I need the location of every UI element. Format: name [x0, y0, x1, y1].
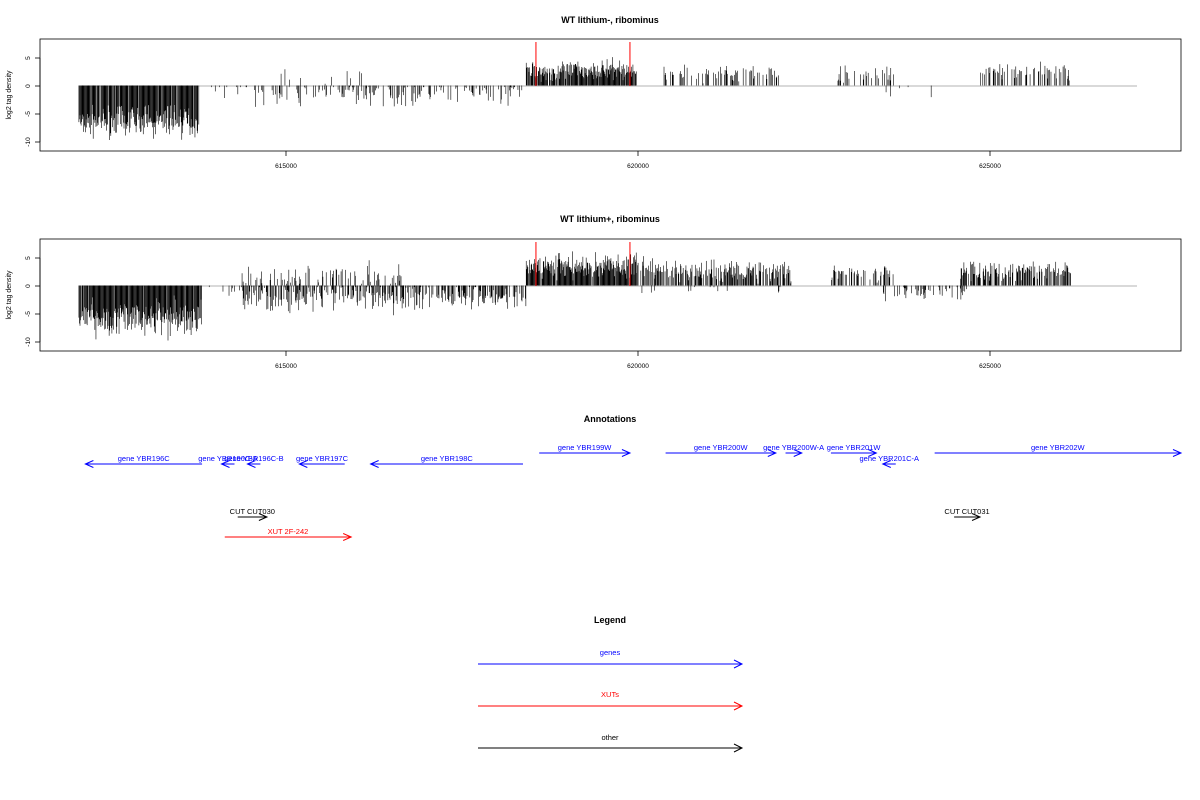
legend-item-other: other [478, 733, 744, 753]
y-tick-label: 0 [25, 84, 32, 88]
y-axis-label: log2 tag density [6, 270, 13, 320]
y-tick-label: -5 [25, 111, 32, 117]
x-axis: 615000 620000 625000 [275, 351, 1001, 370]
arrow-head [733, 743, 744, 753]
feature-label: XUT 2F-242 [268, 527, 309, 536]
x-tick-label: 625000 [979, 163, 1001, 170]
plot-frame [39, 238, 1182, 352]
y-axis-label: log2 tag density [6, 70, 13, 120]
x-tick-label: 620000 [627, 163, 649, 170]
x-tick-label: 615000 [275, 363, 297, 370]
x-axis: 615000 620000 625000 [275, 151, 1001, 170]
arrow-head [84, 460, 94, 468]
density-bars [78, 251, 1071, 341]
arrow-head [733, 701, 744, 711]
arrow-head [793, 449, 803, 457]
arrow-head [1172, 449, 1183, 457]
marker-lines [535, 42, 631, 86]
feature-label: gene YBR197C [296, 454, 349, 463]
arrow-head [298, 460, 308, 468]
feature-label: gene YBR200W-A [763, 443, 824, 452]
legend-item-genes: genes [478, 648, 744, 669]
legend: Legend genes XUTs other [478, 615, 744, 753]
arrow-head [258, 513, 269, 521]
legend-label: other [601, 733, 619, 742]
arrow-head [342, 533, 353, 541]
feature-label: gene YBR199W [558, 443, 613, 452]
legend-item-xuts: XUTs [478, 690, 744, 711]
y-tick-label: 5 [25, 56, 32, 60]
y-tick-label: -10 [25, 337, 32, 347]
feature-label: gene YBR201W [827, 443, 882, 452]
arrow-head [369, 460, 379, 468]
legend-label: genes [600, 648, 621, 657]
arrow-head [881, 460, 891, 468]
panel-title: WT lithium+, ribominus [560, 214, 660, 224]
arrow-head [220, 460, 230, 468]
track-panel-lithium-minus: WT lithium-, ribominus log2 tag density … [6, 15, 1182, 170]
arrow-head [733, 659, 744, 669]
marker-lines [535, 242, 631, 286]
panel-title: WT lithium-, ribominus [561, 15, 659, 25]
feature-label: gene YBR202W [1031, 443, 1086, 452]
legend-title: Legend [594, 615, 626, 625]
feature-label: gene YBR200W [694, 443, 749, 452]
feature-label: CUT CUT030 [230, 507, 275, 516]
track-panel-lithium-plus: WT lithium+, ribominus log2 tag density … [6, 214, 1182, 370]
x-tick-label: 615000 [275, 163, 297, 170]
y-axis: -10 -5 0 5 [25, 256, 41, 347]
arrow-head [246, 460, 256, 468]
density-bars [78, 57, 1070, 141]
arrow-head [767, 449, 778, 457]
arrow-head [621, 449, 632, 457]
feature-label: gene YBR196C-B [224, 454, 283, 463]
y-tick-label: -5 [25, 311, 32, 317]
feature-label: gene YBR196C-A [198, 454, 257, 463]
y-tick-label: 5 [25, 256, 32, 260]
feature-label: gene YBR198C [421, 454, 474, 463]
arrow-head [868, 449, 878, 457]
annotations-title: Annotations [584, 414, 637, 424]
x-tick-label: 620000 [627, 363, 649, 370]
x-tick-label: 625000 [979, 363, 1001, 370]
y-axis: -10 -5 0 5 [25, 56, 41, 147]
arrow-head [971, 513, 982, 521]
plot-frame [39, 38, 1182, 152]
feature-label: gene YBR201C-A [860, 454, 919, 463]
legend-label: XUTs [601, 690, 619, 699]
annotations-track: Annotations gene YBR196C gene YBR196C-Age… [84, 414, 1183, 541]
feature-label: gene YBR196C [118, 454, 171, 463]
y-tick-label: 0 [25, 284, 32, 288]
y-tick-label: -10 [25, 137, 32, 147]
feature-label: CUT CUT031 [944, 507, 989, 516]
